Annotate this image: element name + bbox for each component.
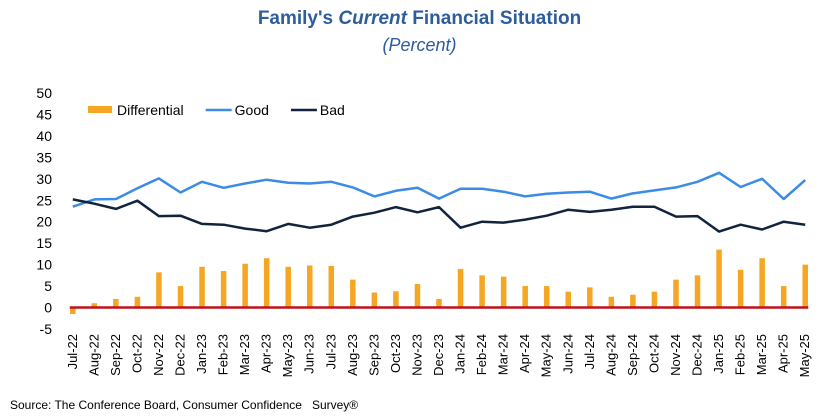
y-tick-label: 30 <box>36 171 52 187</box>
bar-Sep-23 <box>371 292 378 308</box>
bar-Apr-24 <box>522 286 528 308</box>
bar-May-25 <box>802 264 808 308</box>
chart-title: Family's Current Financial Situation <box>257 8 582 29</box>
bar-Sep-24 <box>630 294 636 308</box>
x-tick-label: Dec-24 <box>690 334 705 376</box>
bar-Mar-24 <box>500 276 507 308</box>
x-tick-label: Oct-24 <box>646 334 661 373</box>
y-tick-label: 10 <box>36 257 52 273</box>
x-tick-label: Jun-24 <box>560 334 575 374</box>
x-tick-label: Dec-23 <box>431 334 446 376</box>
x-tick-label: Mar-25 <box>754 334 769 375</box>
bar-Mar-23 <box>242 263 248 308</box>
x-tick-label: Jul-22 <box>65 334 80 369</box>
chart-subtitle: (Percent) <box>382 35 457 55</box>
x-tick-label: Jan-23 <box>194 334 209 374</box>
x-tick-label: Sep-23 <box>366 334 381 376</box>
bar-Mar-25 <box>759 258 765 308</box>
bar-Jul-24 <box>587 287 593 308</box>
x-tick-label: Jun-23 <box>302 334 317 374</box>
legend-label-bad: Bad <box>320 102 345 118</box>
source-note: Source: The Conference Board, Consumer C… <box>10 398 359 412</box>
x-tick-label: Sep-24 <box>625 334 640 376</box>
bar-Oct-22 <box>134 296 141 308</box>
x-tick-label: Sep-22 <box>108 334 123 376</box>
bar-Feb-23 <box>220 271 227 308</box>
legend-label-good: Good <box>235 102 269 118</box>
bar-Oct-23 <box>393 291 399 308</box>
x-tick-label: Oct-23 <box>388 334 403 373</box>
x-tick-label: Feb-24 <box>474 334 489 375</box>
bar-Nov-24 <box>673 279 679 308</box>
y-tick-label: 35 <box>36 149 52 165</box>
y-tick-label: 25 <box>36 192 52 208</box>
bar-Aug-23 <box>350 279 356 308</box>
bar-Oct-24 <box>651 291 658 308</box>
bar-Jan-25 <box>716 249 722 308</box>
differential-bars <box>70 249 808 314</box>
bar-Jun-23 <box>306 265 313 308</box>
x-tick-label: Feb-23 <box>216 334 231 375</box>
bar-Jan-23 <box>199 266 205 308</box>
bar-Apr-23 <box>263 258 270 308</box>
bar-Aug-22 <box>91 303 98 308</box>
x-tick-label: Nov-22 <box>151 334 166 376</box>
x-tick-label: Nov-24 <box>668 334 683 376</box>
x-tick-label: May-23 <box>280 334 295 377</box>
x-tick-label: May-24 <box>539 334 554 377</box>
y-tick-label: 5 <box>44 278 52 294</box>
x-tick-label: Dec-22 <box>172 334 187 376</box>
x-tick-label: Aug-24 <box>603 334 618 376</box>
bar-Sep-22 <box>113 298 119 308</box>
y-axis: -5 0 5 10 15 20 25 30 35 40 45 50 <box>36 85 52 337</box>
x-tick-label: Aug-23 <box>345 334 360 376</box>
x-tick-label: Jul-24 <box>582 334 597 369</box>
y-tick-label: -5 <box>40 321 53 337</box>
bar-Nov-23 <box>414 283 421 308</box>
x-tick-label: Nov-23 <box>409 334 424 376</box>
legend: Differential Good Bad <box>88 102 345 118</box>
bar-Dec-22 <box>177 286 184 308</box>
legend-label-differential: Differential <box>117 102 184 118</box>
x-axis: Jul-22 Aug-22 Sep-22 Oct-22 Nov-22 Dec-22 Jan-… <box>65 334 812 377</box>
bar-Jun-24 <box>565 291 572 308</box>
y-tick-label: 15 <box>36 235 52 251</box>
x-tick-label: Jul-23 <box>323 334 338 369</box>
y-tick-label: 40 <box>36 128 52 144</box>
x-tick-label: Feb-25 <box>733 334 748 375</box>
bar-Feb-24 <box>479 275 485 308</box>
bar-May-24 <box>543 286 550 308</box>
bar-May-23 <box>285 266 291 308</box>
x-tick-label: May-25 <box>797 334 812 377</box>
bar-Jul-22 <box>70 307 76 314</box>
bar-Nov-22 <box>156 272 162 308</box>
legend-swatch-differential <box>88 106 112 113</box>
x-tick-label: Aug-22 <box>86 334 101 376</box>
bar-Jan-24 <box>457 268 464 308</box>
line-good <box>72 171 807 208</box>
x-tick-label: Apr-24 <box>517 334 532 373</box>
x-tick-label: Apr-25 <box>776 334 791 373</box>
x-tick-label: Mar-23 <box>237 334 252 375</box>
x-tick-label: Jan-24 <box>453 334 468 374</box>
bar-Aug-24 <box>608 296 615 308</box>
y-tick-label: 50 <box>36 85 52 101</box>
x-tick-label: Mar-24 <box>496 334 511 375</box>
line-bad <box>72 198 806 233</box>
x-tick-label: Oct-22 <box>129 334 144 373</box>
series-lines <box>72 171 807 233</box>
bar-Feb-25 <box>737 269 744 308</box>
y-tick-label: 20 <box>36 214 52 230</box>
bar-Dec-24 <box>694 275 701 308</box>
y-tick-label: 45 <box>36 106 52 122</box>
x-tick-label: Jan-25 <box>711 334 726 374</box>
bar-Apr-25 <box>780 286 787 308</box>
y-tick-label: 0 <box>44 300 52 316</box>
x-tick-label: Apr-23 <box>259 334 274 373</box>
bar-Jul-23 <box>328 265 335 308</box>
bar-Dec-23 <box>436 298 442 308</box>
